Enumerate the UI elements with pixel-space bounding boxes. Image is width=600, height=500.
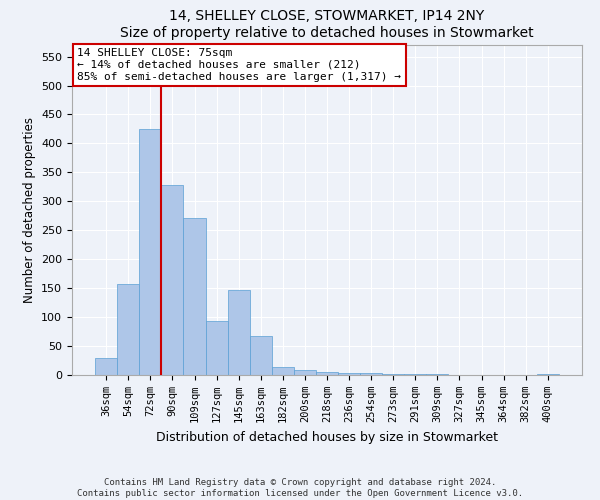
Y-axis label: Number of detached properties: Number of detached properties: [23, 117, 35, 303]
Bar: [161, 185, 184, 375]
Bar: [338, 372, 360, 375]
Bar: [294, 370, 316, 375]
Bar: [272, 368, 294, 375]
Bar: [250, 336, 272, 375]
Bar: [316, 372, 338, 375]
Bar: [537, 374, 559, 375]
Title: 14, SHELLEY CLOSE, STOWMARKET, IP14 2NY
Size of property relative to detached ho: 14, SHELLEY CLOSE, STOWMARKET, IP14 2NY …: [120, 10, 534, 40]
Bar: [139, 129, 161, 375]
Bar: [382, 374, 404, 375]
X-axis label: Distribution of detached houses by size in Stowmarket: Distribution of detached houses by size …: [156, 430, 498, 444]
Text: Contains HM Land Registry data © Crown copyright and database right 2024.
Contai: Contains HM Land Registry data © Crown c…: [77, 478, 523, 498]
Bar: [117, 284, 139, 375]
Text: 14 SHELLEY CLOSE: 75sqm
← 14% of detached houses are smaller (212)
85% of semi-d: 14 SHELLEY CLOSE: 75sqm ← 14% of detache…: [77, 48, 401, 82]
Bar: [206, 321, 227, 375]
Bar: [360, 374, 382, 375]
Bar: [404, 374, 427, 375]
Bar: [427, 374, 448, 375]
Bar: [184, 218, 206, 375]
Bar: [95, 358, 117, 375]
Bar: [227, 290, 250, 375]
